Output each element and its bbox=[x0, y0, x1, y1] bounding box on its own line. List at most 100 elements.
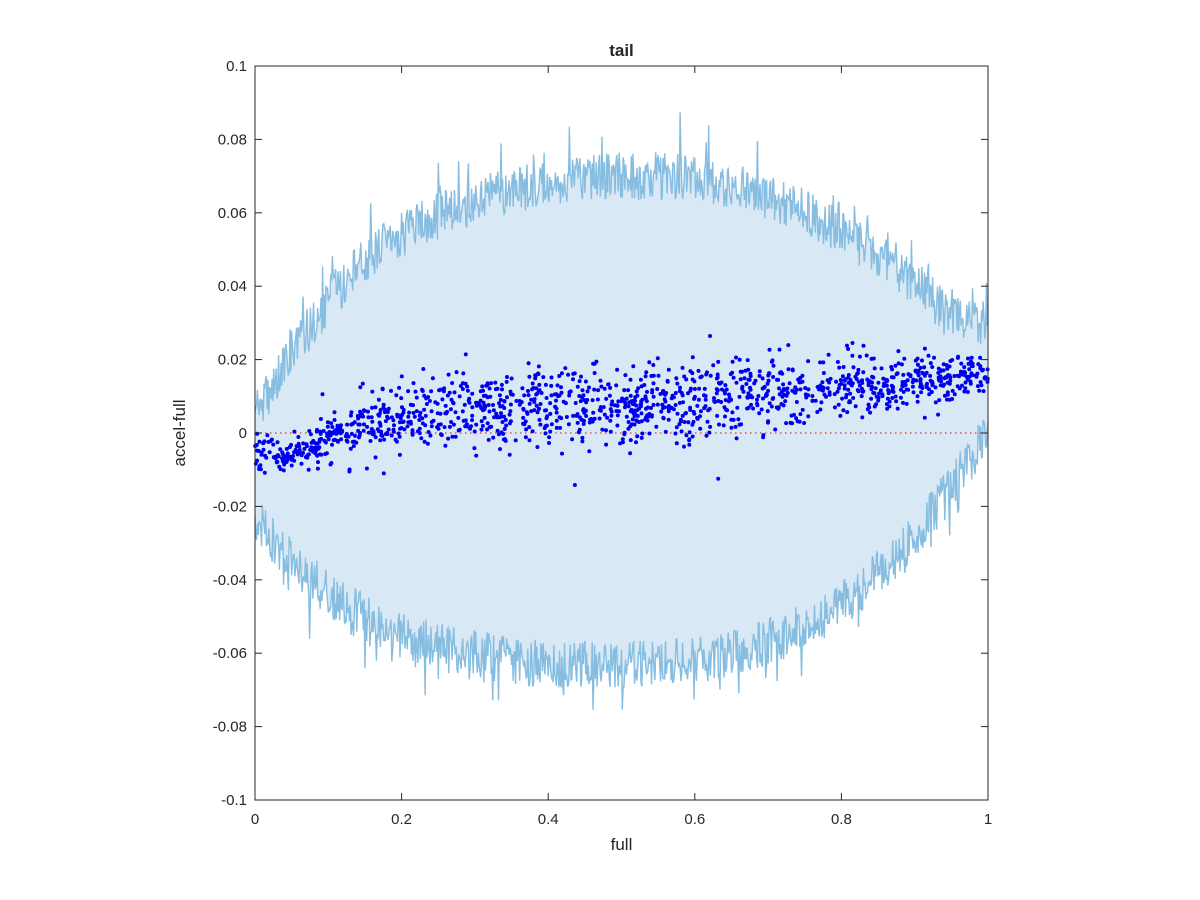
scatter-point bbox=[891, 375, 896, 380]
scatter-point bbox=[262, 439, 267, 444]
scatter-point bbox=[554, 425, 559, 430]
x-tick-label: 1 bbox=[984, 811, 992, 828]
scatter-point bbox=[521, 415, 526, 420]
scatter-point bbox=[893, 363, 898, 368]
scatter-point bbox=[297, 448, 302, 452]
scatter-point bbox=[899, 387, 903, 392]
scatter-point bbox=[553, 404, 558, 409]
scatter-point bbox=[507, 412, 512, 417]
scatter-point bbox=[889, 365, 894, 369]
scatter-point bbox=[965, 377, 970, 382]
scatter-point bbox=[267, 450, 272, 455]
scatter-point bbox=[786, 367, 791, 372]
scatter-point bbox=[278, 447, 283, 452]
scatter-point bbox=[634, 440, 638, 445]
scatter-point bbox=[526, 393, 531, 398]
scatter-point bbox=[978, 380, 983, 385]
scatter-point bbox=[487, 386, 492, 391]
scatter-point bbox=[925, 381, 929, 386]
scatter-point bbox=[470, 413, 475, 418]
scatter-point bbox=[663, 429, 668, 434]
scatter-point bbox=[630, 417, 635, 422]
scatter-point bbox=[645, 405, 650, 410]
scatter-point bbox=[719, 400, 724, 404]
scatter-point bbox=[604, 442, 609, 447]
scatter-point bbox=[962, 365, 967, 370]
scatter-point bbox=[800, 373, 805, 378]
scatter-point bbox=[548, 429, 553, 434]
scatter-point bbox=[627, 400, 632, 405]
scatter-point bbox=[975, 384, 980, 389]
scatter-point bbox=[416, 429, 420, 434]
scatter-point bbox=[530, 387, 535, 392]
scatter-point bbox=[581, 422, 586, 426]
scatter-point bbox=[394, 393, 399, 398]
scatter-point bbox=[479, 419, 484, 424]
scatter-point bbox=[424, 402, 429, 406]
scatter-point bbox=[938, 374, 943, 379]
scatter-point bbox=[978, 355, 983, 360]
scatter-point bbox=[276, 454, 281, 459]
scatter-point bbox=[265, 433, 270, 438]
scatter-point bbox=[505, 395, 509, 400]
scatter-point bbox=[902, 356, 907, 361]
scatter-point bbox=[379, 433, 384, 438]
scatter-point bbox=[303, 455, 308, 460]
scatter-point bbox=[332, 418, 337, 422]
scatter-point bbox=[571, 413, 576, 418]
scatter-point bbox=[635, 408, 639, 413]
scatter-point bbox=[703, 397, 708, 402]
scatter-point bbox=[651, 394, 656, 399]
scatter-point bbox=[800, 379, 805, 384]
scatter-point bbox=[800, 407, 805, 412]
scatter-point bbox=[945, 397, 949, 402]
scatter-point bbox=[628, 438, 633, 443]
scatter-point bbox=[612, 403, 617, 408]
scatter-point bbox=[761, 435, 766, 440]
scatter-point bbox=[766, 378, 771, 383]
scatter-point bbox=[810, 394, 815, 398]
scatter-point bbox=[684, 377, 689, 382]
scatter-point bbox=[959, 361, 964, 366]
scatter-point bbox=[349, 410, 354, 415]
scatter-point bbox=[529, 409, 534, 414]
scatter-point bbox=[666, 367, 671, 372]
scatter-point bbox=[757, 411, 762, 416]
scatter-point bbox=[927, 392, 932, 397]
scatter-point bbox=[952, 392, 957, 397]
scatter-point bbox=[502, 427, 507, 431]
scatter-point bbox=[295, 452, 300, 457]
scatter-point bbox=[299, 461, 304, 466]
scatter-point bbox=[487, 409, 492, 414]
scatter-point bbox=[420, 387, 424, 392]
scatter-point bbox=[406, 414, 411, 419]
scatter-point bbox=[500, 420, 505, 424]
scatter-point bbox=[357, 435, 361, 440]
scatter-point bbox=[524, 427, 529, 432]
scatter-point bbox=[591, 361, 596, 366]
scatter-point bbox=[970, 364, 975, 369]
scatter-point bbox=[699, 409, 703, 414]
scatter-point bbox=[486, 403, 491, 407]
scatter-point bbox=[492, 415, 497, 420]
scatter-point bbox=[784, 421, 789, 426]
chart-title: tail bbox=[609, 41, 634, 60]
scatter-point bbox=[760, 376, 765, 381]
scatter-point bbox=[628, 393, 633, 398]
scatter-point bbox=[679, 429, 684, 434]
scatter-point bbox=[941, 368, 946, 373]
scatter-point bbox=[620, 437, 625, 442]
scatter-point bbox=[922, 415, 927, 420]
scatter-point bbox=[554, 398, 558, 403]
scatter-point bbox=[307, 429, 312, 433]
scatter-point bbox=[541, 375, 546, 380]
scatter-point bbox=[305, 444, 309, 449]
scatter-point bbox=[587, 449, 592, 454]
scatter-point bbox=[411, 410, 416, 415]
y-tick-label: -0.08 bbox=[213, 719, 247, 736]
scatter-point bbox=[320, 392, 325, 397]
scatter-point bbox=[446, 436, 451, 441]
scatter-point bbox=[544, 416, 549, 421]
scatter-point bbox=[941, 362, 946, 367]
scatter-point bbox=[616, 399, 621, 404]
